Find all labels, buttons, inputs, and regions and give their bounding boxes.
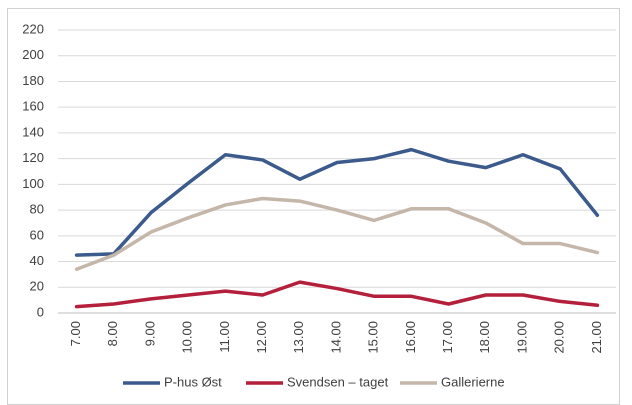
x-tick-label: 19.00 [514, 321, 529, 354]
series-line [74, 147, 600, 257]
x-tick-label: 16.00 [403, 321, 418, 354]
x-tick-label: 18.00 [477, 321, 492, 354]
x-tick-label: 14.00 [328, 321, 343, 354]
y-tick-label: 80 [30, 202, 44, 217]
y-tick-label: 180 [22, 73, 44, 88]
x-tick-label: 9.00 [142, 321, 157, 346]
x-tick-label: 15.00 [366, 321, 381, 354]
x-tick-label: 7.00 [68, 321, 83, 346]
y-tick-label: 60 [30, 227, 44, 242]
x-tick-label: 12.00 [254, 321, 269, 354]
y-tick-label: 160 [22, 99, 44, 114]
y-tick-label: 100 [22, 176, 44, 191]
y-tick-label: 120 [22, 150, 44, 165]
x-tick-label: 11.00 [217, 321, 232, 353]
x-tick-label: 10.00 [180, 321, 195, 354]
y-tick-label: 140 [22, 124, 44, 139]
legend-label: P-hus Øst [164, 374, 222, 389]
x-tick-label: 21.00 [589, 321, 604, 354]
y-tick-label: 200 [22, 47, 44, 62]
legend-label: Gallerierne [441, 374, 505, 389]
series-line [74, 280, 600, 309]
x-tick-label: 17.00 [440, 321, 455, 354]
x-tick-label: 20.00 [552, 321, 567, 354]
y-tick-label: 40 [30, 253, 44, 268]
y-tick-label: 20 [30, 279, 44, 294]
legend-label: Svendsen – taget [287, 374, 389, 389]
y-tick-label: 220 [22, 21, 44, 36]
series-line [74, 196, 600, 272]
x-tick-label: 8.00 [105, 321, 120, 346]
x-tick-label: 13.00 [291, 321, 306, 354]
y-tick-label: 0 [37, 304, 44, 319]
